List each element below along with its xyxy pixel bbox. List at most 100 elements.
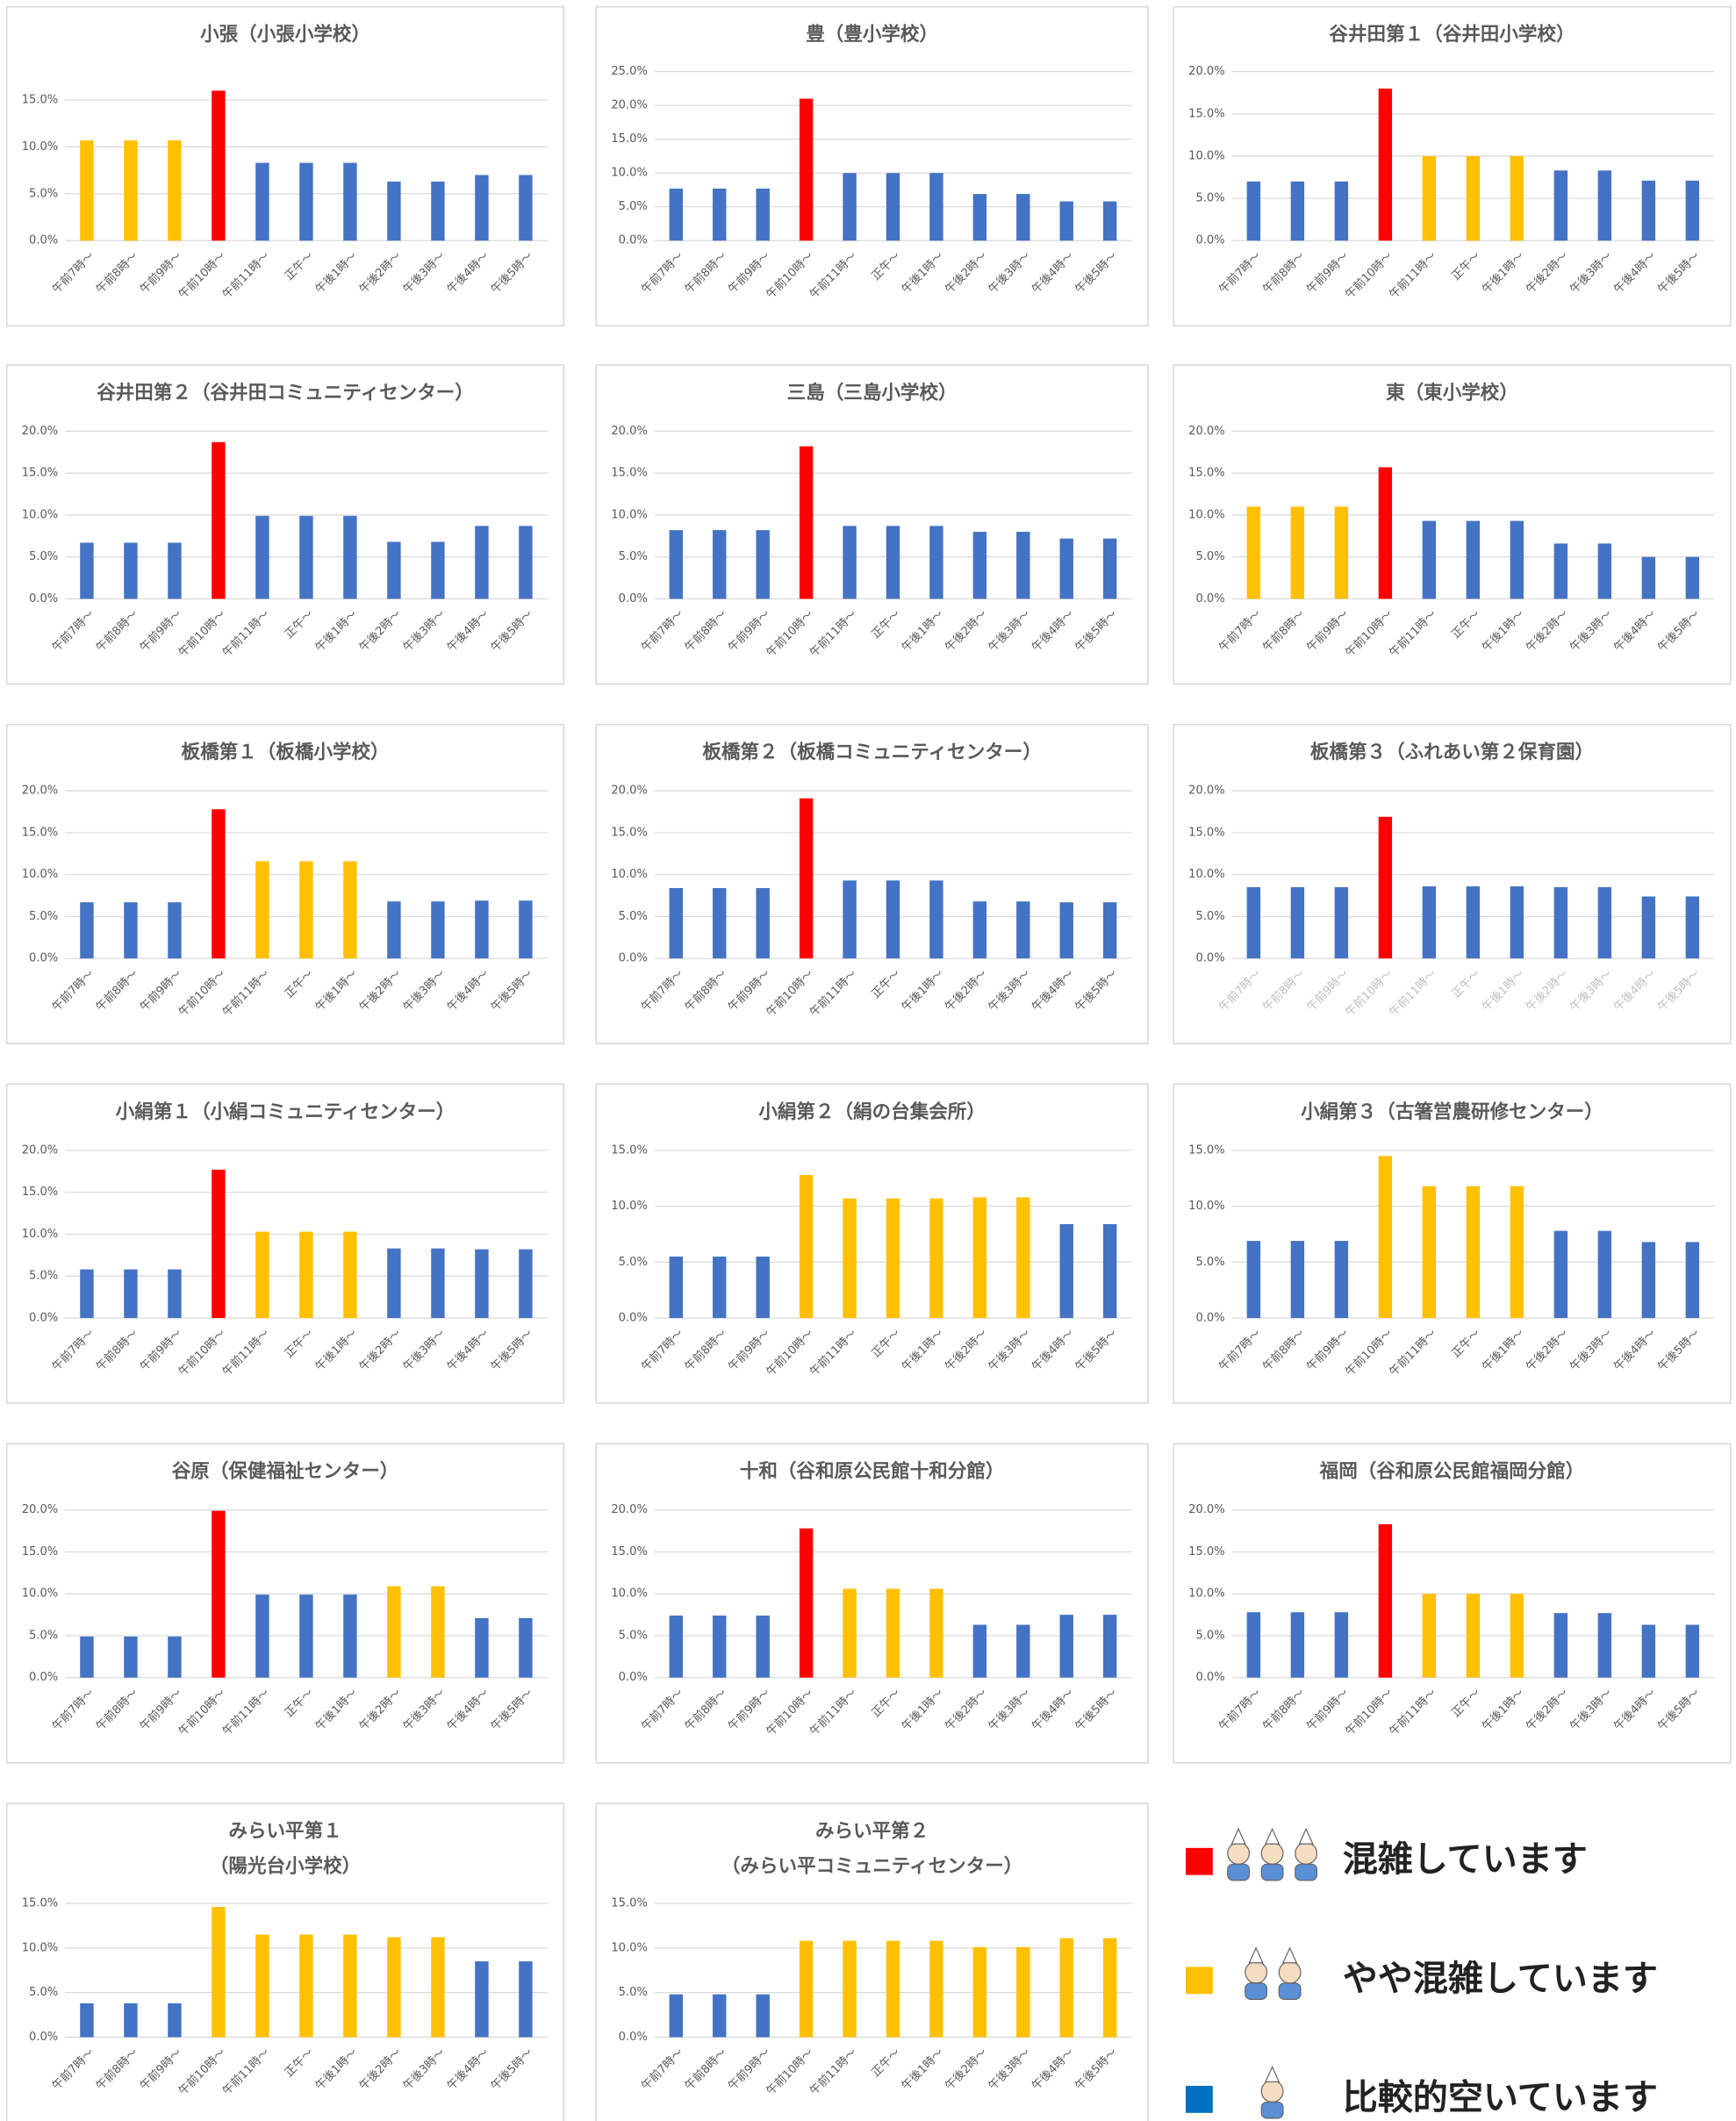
bar: [212, 1510, 226, 1678]
icon-body: [1245, 1982, 1268, 2000]
bar: [299, 515, 313, 599]
bar: [343, 1594, 357, 1678]
icon-body: [1278, 1982, 1302, 2000]
bar: [1290, 1612, 1305, 1678]
bar: [1059, 902, 1073, 959]
bar: [1641, 180, 1656, 241]
bar: [1059, 1223, 1073, 1318]
bar: [799, 1528, 814, 1678]
y-tick-label: 15.0%: [611, 467, 648, 480]
bar: [519, 175, 533, 241]
legend-label: 混雑しています: [1343, 1839, 1588, 1880]
chart-panel: [1173, 1083, 1732, 1404]
y-tick-label: 15.0%: [611, 133, 648, 146]
bar: [669, 188, 684, 241]
bar: [1334, 1241, 1349, 1318]
y-tick-label: 15.0%: [1188, 107, 1225, 120]
y-tick-label: 5.0%: [1195, 550, 1224, 563]
chart-subtitle: （陽光台小学校）: [210, 1854, 361, 1877]
bar: [124, 1636, 138, 1678]
bar: [1102, 902, 1117, 959]
bar: [713, 1616, 727, 1678]
bar: [713, 887, 727, 959]
y-tick-label: 15.0%: [22, 1545, 59, 1559]
bar: [1334, 1612, 1349, 1678]
y-tick-label: 15.0%: [611, 826, 648, 839]
y-tick-label: 10.0%: [1188, 868, 1225, 881]
bar: [799, 1174, 814, 1318]
bar: [1246, 887, 1261, 959]
y-tick-label: 15.0%: [611, 1143, 648, 1157]
chart-title: 谷原（保健福祉センター）: [172, 1460, 399, 1483]
bar: [255, 1231, 269, 1318]
icon-body: [1260, 1863, 1284, 1881]
y-tick-label: 5.0%: [29, 1270, 58, 1283]
bar: [843, 173, 857, 241]
bar: [519, 526, 533, 599]
bar: [299, 1594, 313, 1678]
y-tick-label: 15.0%: [22, 826, 59, 839]
bar: [124, 140, 138, 241]
y-tick-label: 20.0%: [1188, 425, 1225, 438]
bar: [1059, 201, 1073, 241]
chart-title: 東（東小学校）: [1386, 381, 1518, 404]
bar: [929, 1588, 943, 1678]
chart-title: 谷井田第２（谷井田コミュニティセンター）: [97, 381, 474, 404]
bar: [1059, 538, 1073, 599]
y-tick-label: 0.0%: [29, 234, 58, 247]
bar: [1016, 194, 1030, 241]
bar: [212, 1169, 226, 1318]
bar: [843, 1940, 857, 2038]
bar: [1246, 181, 1261, 241]
bar: [1466, 886, 1481, 959]
bar: [1290, 181, 1305, 241]
chart-title: 小絹第１（小絹コミュニティセンター）: [116, 1100, 456, 1123]
y-tick-label: 5.0%: [1195, 1256, 1224, 1269]
bar: [972, 1624, 987, 1678]
bar: [1553, 543, 1568, 599]
y-tick-label: 15.0%: [22, 467, 59, 480]
bar: [343, 1934, 357, 2038]
y-tick-label: 10.0%: [1188, 1200, 1225, 1213]
chart-title: 谷井田第１（谷井田小学校）: [1329, 23, 1575, 46]
y-tick-label: 10.0%: [611, 868, 648, 881]
y-tick-label: 5.0%: [29, 187, 58, 200]
bar: [80, 140, 94, 241]
bar: [1641, 1242, 1656, 1318]
bar: [1378, 467, 1393, 599]
chart-panel: [5, 723, 565, 1045]
bar: [431, 1937, 445, 2038]
bar: [1641, 896, 1656, 959]
chart-title: 板橋第１（板橋小学校）: [182, 741, 390, 763]
bar: [1016, 901, 1030, 959]
bar: [387, 1937, 401, 2038]
y-tick-label: 10.0%: [1188, 149, 1225, 162]
bar: [1641, 1624, 1656, 1678]
y-tick-label: 5.0%: [619, 910, 648, 923]
legend-label: 比較的空いています: [1343, 2077, 1658, 2117]
bar: [387, 541, 401, 599]
y-tick-label: 5.0%: [619, 1629, 648, 1642]
y-tick-label: 0.0%: [619, 234, 648, 247]
y-tick-label: 15.0%: [1188, 1545, 1225, 1559]
chart-subtitle: （みらい平コミュニティセンター）: [721, 1855, 1022, 1877]
bar: [431, 181, 445, 241]
y-tick-label: 10.0%: [611, 1941, 648, 1954]
bar: [80, 1636, 94, 1678]
bar: [1290, 506, 1305, 599]
icon-head: [1260, 2080, 1284, 2103]
bar: [475, 1617, 489, 1678]
bar: [1466, 1594, 1481, 1678]
y-tick-label: 5.0%: [619, 1986, 648, 1999]
bar: [1685, 1624, 1700, 1678]
bar: [124, 2003, 138, 2038]
bar: [756, 188, 770, 241]
bar: [519, 900, 533, 959]
bar: [124, 542, 138, 599]
bar: [343, 515, 357, 599]
legend-swatch: [1186, 1967, 1213, 1995]
bar: [387, 901, 401, 959]
bar: [1102, 201, 1117, 241]
bar: [929, 1198, 943, 1318]
bar: [929, 173, 943, 241]
